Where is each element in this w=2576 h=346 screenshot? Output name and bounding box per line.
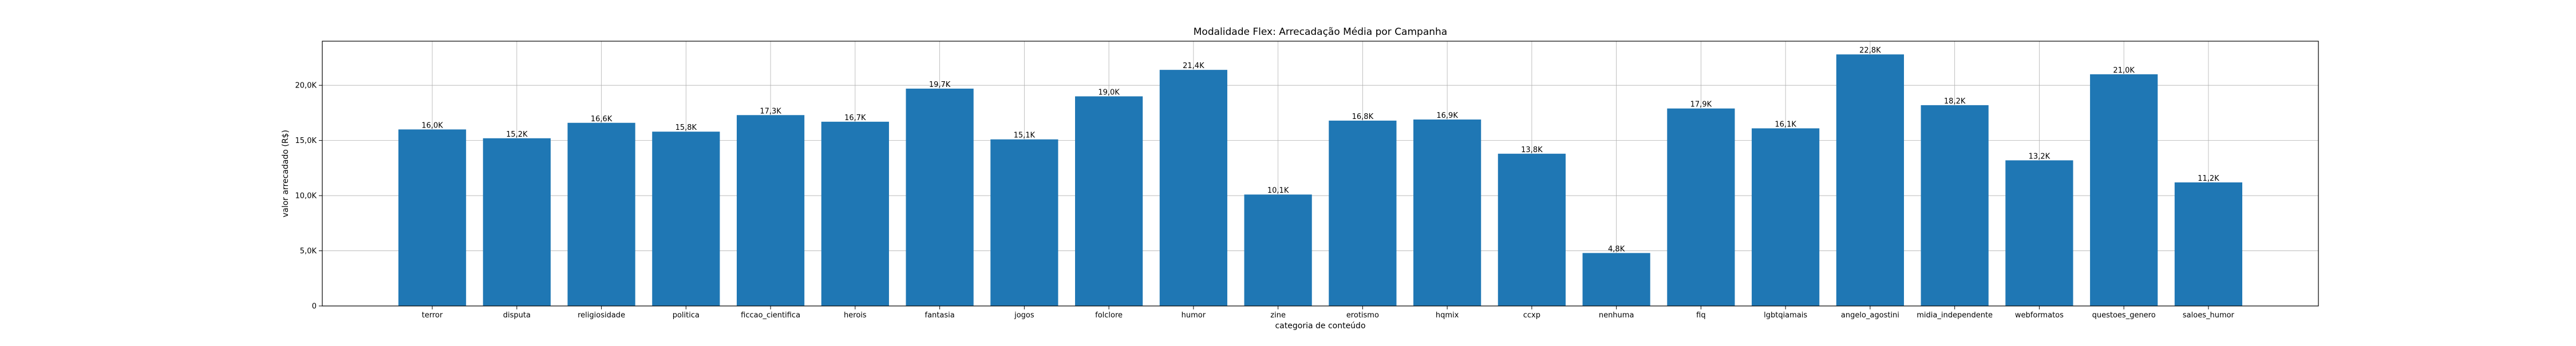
value-label-angelo_agostini: 22,8K: [1859, 46, 1881, 55]
y-axis-label: valor arrecadado (R$): [281, 130, 290, 217]
bar-politica: [652, 132, 720, 307]
x-tick-label-hqmix: hqmix: [1436, 311, 1459, 320]
x-tick-label-folclore: folclore: [1095, 311, 1123, 320]
x-tick-label-questoes_genero: questoes_genero: [2092, 311, 2156, 320]
bar-herois: [821, 121, 889, 306]
plot-frame: [322, 41, 2319, 307]
bar-erotismo: [1329, 120, 1397, 306]
bar-fantasia: [906, 88, 974, 306]
value-label-zine: 10,1K: [1267, 186, 1289, 195]
value-label-humor: 21,4K: [1183, 62, 1204, 70]
x-tick-label-lgbtqiamais: lgbtqiamais: [1764, 311, 1807, 320]
x-tick-label-religiosidade: religiosidade: [578, 311, 625, 320]
value-label-folclore: 19,0K: [1098, 88, 1120, 97]
x-tick-label-nenhuma: nenhuma: [1599, 311, 1634, 320]
value-label-jogos: 15,1K: [1014, 132, 1036, 140]
y-tick-label: 0: [312, 303, 317, 311]
x-tick-label-erotismo: erotismo: [1346, 311, 1379, 320]
x-tick-label-terror: terror: [422, 311, 443, 320]
bar-ficcao_cientifica: [736, 115, 805, 307]
value-label-webformatos: 13,2K: [2029, 152, 2050, 161]
bar-ccxp: [1498, 153, 1566, 306]
x-tick-label-zine: zine: [1270, 311, 1286, 320]
value-label-disputa: 15,2K: [506, 130, 528, 139]
bar-zine: [1244, 194, 1312, 306]
x-tick-label-disputa: disputa: [503, 311, 531, 320]
bar-humor: [1159, 70, 1227, 307]
bar-folclore: [1075, 96, 1143, 307]
bar-fiq: [1667, 108, 1735, 306]
bar-disputa: [483, 138, 551, 306]
x-tick-label-herois: herois: [844, 311, 867, 320]
value-label-ccxp: 13,8K: [1521, 146, 1543, 154]
x-tick-label-midia_independente: midia_independente: [1917, 311, 1993, 320]
bar-hqmix: [1413, 119, 1481, 307]
value-label-ficcao_cientifica: 17,3K: [760, 107, 781, 116]
x-tick-label-fiq: fiq: [1696, 311, 1705, 320]
bar-webformatos: [2005, 160, 2073, 306]
bar-terror: [398, 129, 467, 307]
value-label-herois: 16,7K: [844, 114, 866, 122]
value-label-terror: 16,0K: [421, 121, 443, 130]
x-tick-label-ficcao_cientifica: ficcao_cientifica: [741, 311, 800, 320]
y-tick-label: 10,0K: [295, 192, 317, 201]
value-label-erotismo: 16,8K: [1352, 113, 1374, 121]
bar-jogos: [990, 139, 1058, 306]
x-axis-label: categoria de conteúdo: [1275, 321, 1365, 331]
x-tick-label-humor: humor: [1182, 311, 1206, 320]
y-tick-label: 20,0K: [295, 82, 317, 90]
x-tick-label-fantasia: fantasia: [925, 311, 955, 320]
bar-nenhuma: [1582, 253, 1650, 306]
value-label-politica: 15,8K: [675, 124, 697, 132]
value-label-nenhuma: 4,8K: [1608, 245, 1625, 253]
bar-value-labels: 16,0K 15,2K 16,6K 15,8K 17,3K 16,7K 19,7K 15,1K…: [421, 46, 2219, 253]
x-tick-label-webformatos: webformatos: [2015, 311, 2064, 320]
value-label-saloes_humor: 11,2K: [2198, 174, 2219, 183]
bar-saloes_humor: [2174, 182, 2243, 306]
x-tick-label-jogos: jogos: [1014, 311, 1034, 320]
value-label-religiosidade: 16,6K: [591, 115, 613, 124]
value-label-midia_independente: 18,2K: [1944, 97, 1966, 106]
chart-title: Modalidade Flex: Arrecadação Média por C…: [1194, 26, 1447, 38]
value-label-questoes_genero: 21,0K: [2113, 66, 2135, 75]
bar-religiosidade: [567, 122, 635, 306]
x-tick-label-angelo_agostini: angelo_agostini: [1841, 311, 1899, 320]
x-tick-label-ccxp: ccxp: [1523, 311, 1540, 320]
x-tick-label-saloes_humor: saloes_humor: [2183, 311, 2235, 320]
y-tick-label: 5,0K: [300, 247, 317, 256]
value-label-fantasia: 19,7K: [929, 81, 951, 89]
axes: 0 5,0K 10,0K 15,0K 20,0K terror disputa religio…: [295, 82, 2235, 320]
bar-questoes_genero: [2090, 74, 2158, 306]
bars: [398, 54, 2243, 307]
bar-angelo_agostini: [1836, 54, 1905, 307]
value-label-hqmix: 16,9K: [1436, 112, 1458, 120]
value-label-fiq: 17,9K: [1690, 101, 1712, 109]
value-label-lgbtqiamais: 16,1K: [1775, 120, 1796, 129]
y-tick-label: 15,0K: [295, 137, 317, 145]
bar-midia_independente: [1921, 105, 1989, 306]
x-tick-label-politica: politica: [673, 311, 700, 320]
bar-lgbtqiamais: [1752, 128, 1820, 306]
